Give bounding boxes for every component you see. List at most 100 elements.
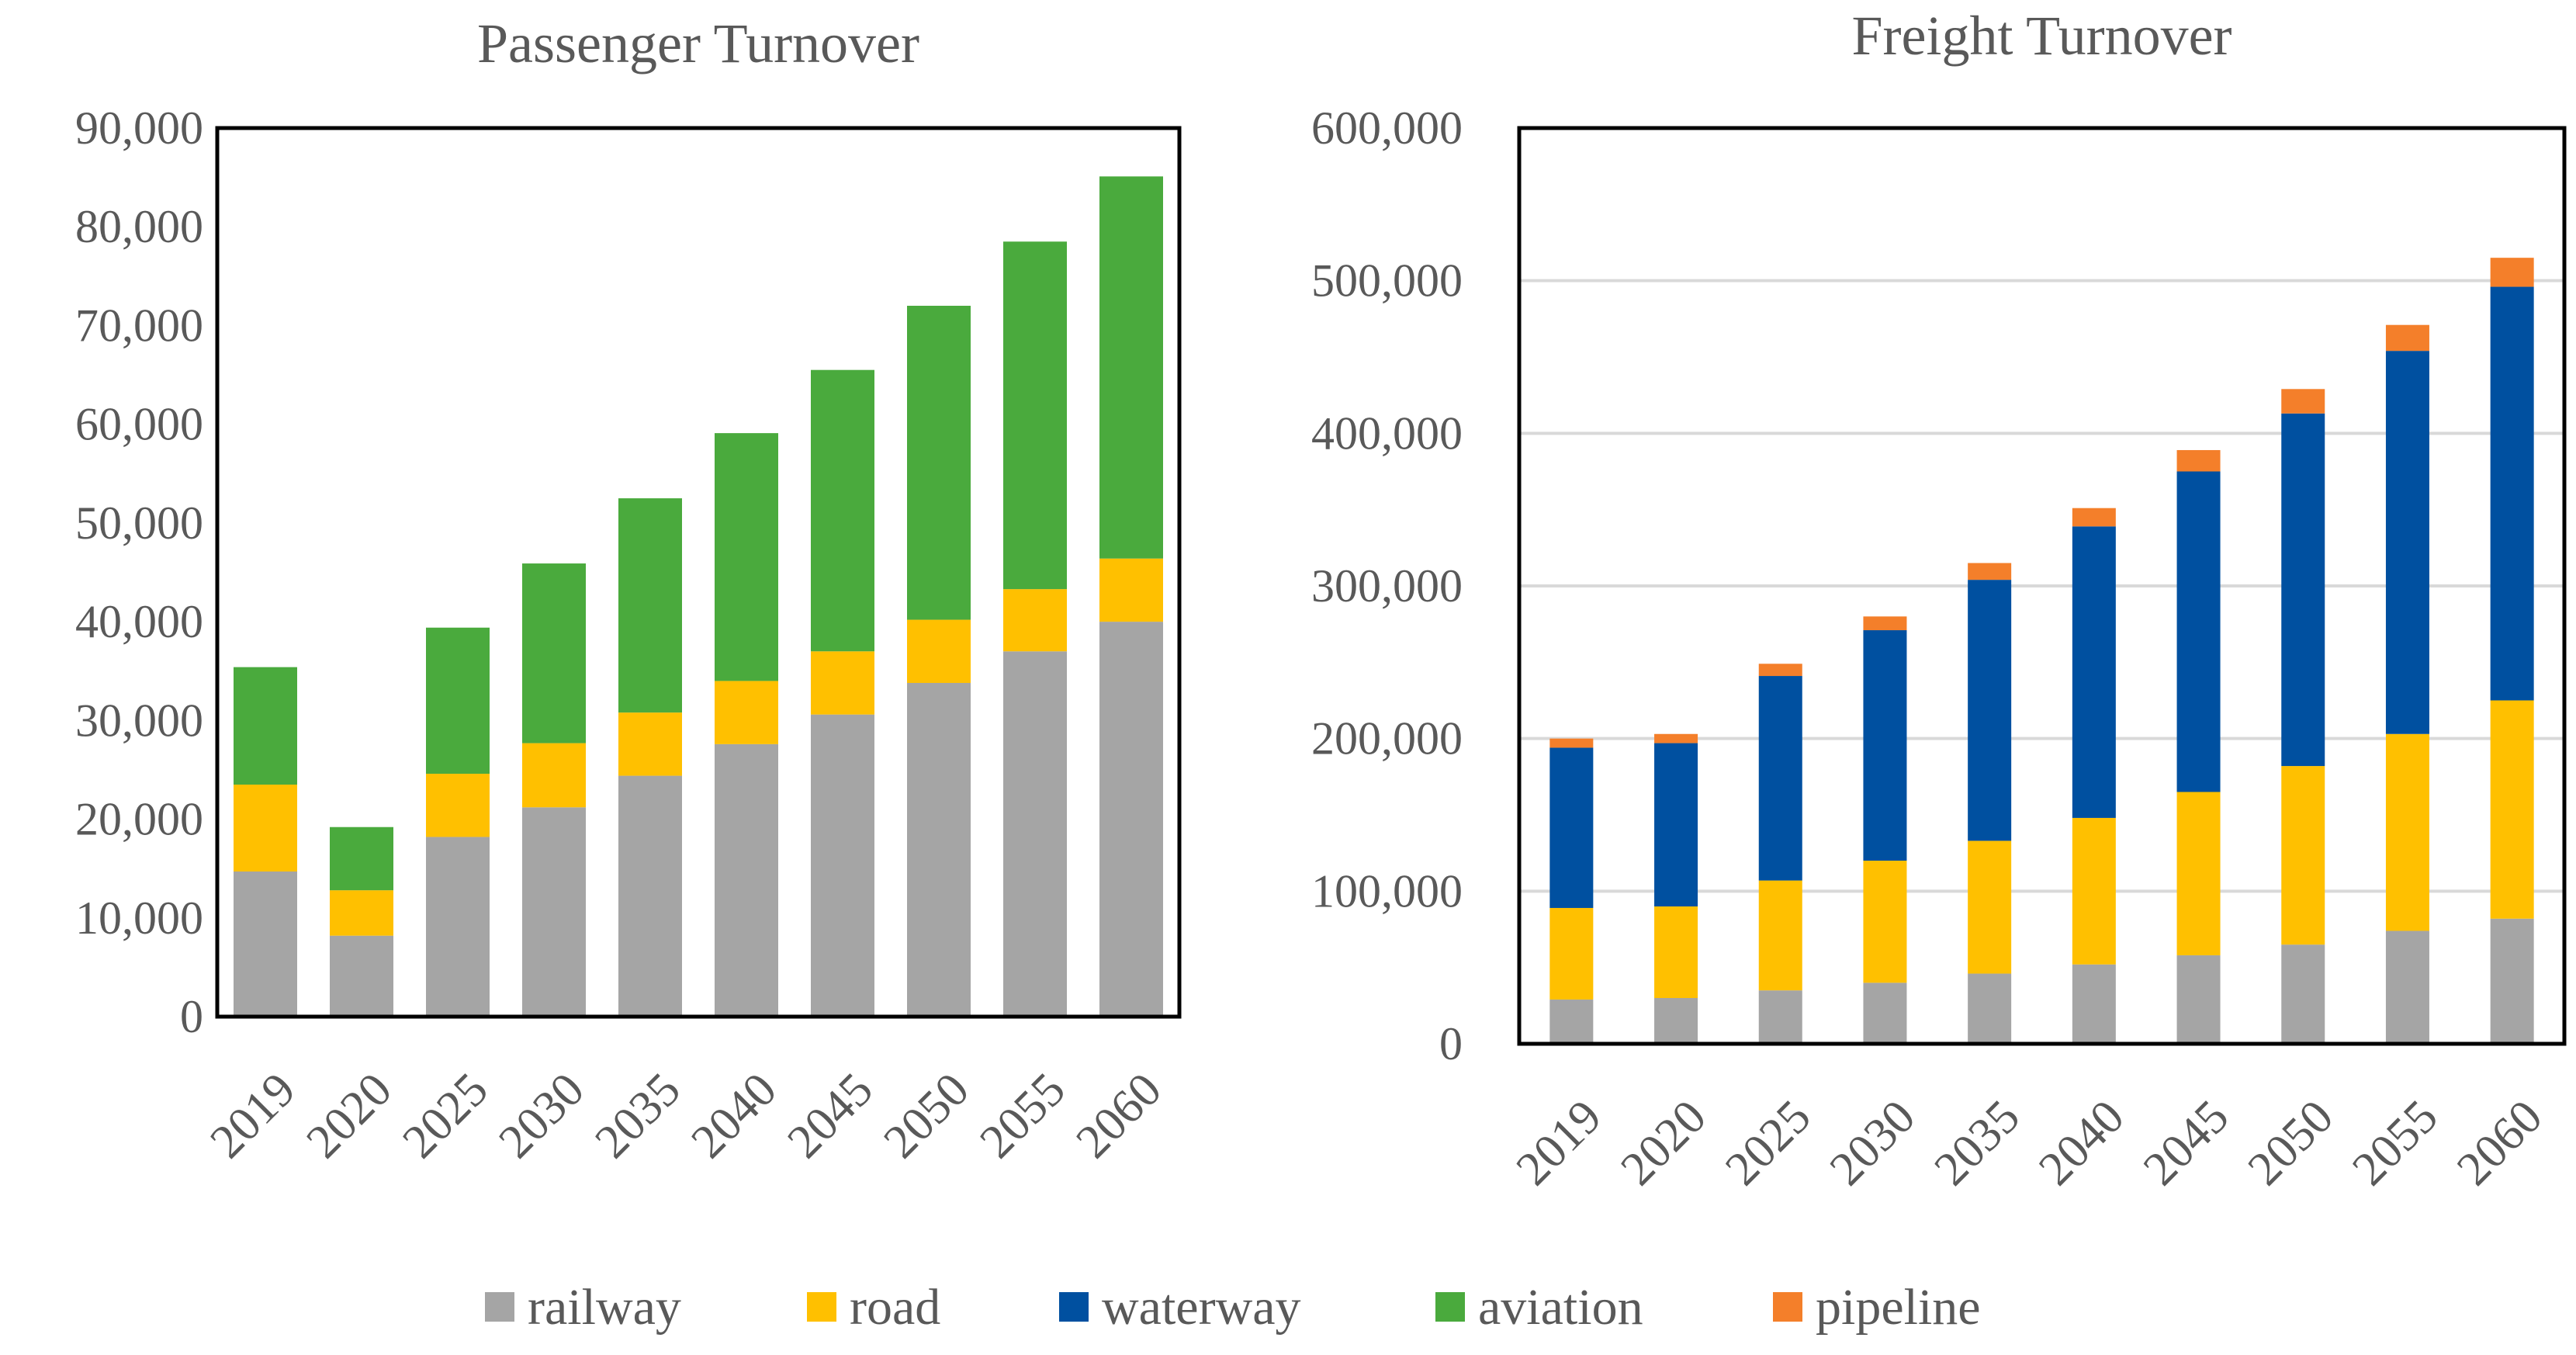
bar-railway-2055	[2385, 930, 2429, 1044]
bar-railway-2060	[1099, 622, 1163, 1017]
bar-railway-2025	[1758, 990, 1802, 1044]
legend-label-railway: railway	[528, 1279, 681, 1336]
legend: railway road waterway aviation pipeline	[485, 1279, 1981, 1336]
y-tick-label: 40,000	[75, 596, 203, 647]
bar-road-2045	[811, 651, 874, 715]
bar-aviation-2020	[330, 827, 393, 891]
legend-label-pipeline: pipeline	[1816, 1279, 1981, 1336]
x-tick-label: 2030	[489, 1063, 594, 1169]
bar-railway-2050	[907, 682, 971, 1017]
x-tick-label: 2045	[2134, 1090, 2239, 1196]
bar-railway-2035	[1968, 973, 2012, 1044]
y-tick-label: 90,000	[75, 102, 203, 154]
bar-waterway-2020	[1654, 743, 1698, 906]
x-tick-label: 2019	[200, 1063, 306, 1169]
bar-railway-2040	[2072, 964, 2116, 1044]
plot-area-border	[1517, 126, 2567, 1046]
bar-road-2035	[1968, 840, 2012, 974]
y-tick-label: 50,000	[75, 497, 203, 549]
bar-road-2019	[234, 785, 297, 872]
bar-aviation-2019	[234, 667, 297, 785]
bar-pipeline-2035	[1968, 563, 2012, 580]
legend-swatch-aviation	[1435, 1292, 1465, 1322]
x-tick-label: 2050	[874, 1063, 979, 1169]
bar-railway-2019	[1549, 999, 1594, 1044]
bar-waterway-2035	[1968, 580, 2012, 841]
plot-area-border	[215, 126, 1182, 1019]
y-tick-label: 70,000	[75, 300, 203, 351]
bar-road-2020	[330, 890, 393, 936]
bar-waterway-2040	[2072, 526, 2116, 818]
bar-railway-2030	[522, 807, 586, 1017]
y-tick-label: 10,000	[75, 892, 203, 944]
bar-pipeline-2019	[1549, 738, 1594, 748]
bar-pipeline-2030	[1863, 616, 1907, 631]
bar-road-2035	[618, 712, 682, 776]
bar-waterway-2055	[2385, 351, 2429, 734]
bar-road-2020	[1654, 906, 1698, 998]
bar-pipeline-2040	[2072, 508, 2116, 527]
bar-pipeline-2050	[2281, 389, 2325, 414]
freight-turnover-chart: Freight Turnover 0 100,000 200,000 300,000 40…	[1311, 5, 2567, 1196]
bar-road-2025	[1758, 880, 1802, 991]
bar-road-2040	[715, 681, 778, 744]
y-tick-label: 60,000	[75, 399, 203, 450]
x-tick-label: 2040	[681, 1063, 787, 1169]
y-tick-label: 400,000	[1311, 407, 1463, 459]
bar-road-2025	[426, 774, 490, 837]
passenger-turnover-chart: Passenger Turnover 0 10,000 20,000 30,000 40,…	[75, 12, 1182, 1169]
x-tick-label: 2020	[296, 1063, 402, 1169]
x-tick-label: 2025	[393, 1063, 498, 1169]
bar-waterway-2025	[1758, 676, 1802, 881]
bar-road-2030	[522, 743, 586, 808]
bar-road-2055	[1003, 589, 1067, 652]
legend-label-aviation: aviation	[1478, 1279, 1643, 1336]
bar-aviation-2055	[1003, 241, 1067, 590]
bar-road-2045	[2176, 792, 2221, 955]
x-tick-label: 2020	[1611, 1090, 1716, 1196]
bar-road-2060	[1099, 558, 1163, 622]
y-tick-label: 20,000	[75, 794, 203, 845]
y-tick-label: 0	[1439, 1018, 1463, 1069]
bar-railway-2060	[2490, 918, 2534, 1044]
bar-railway-2025	[426, 837, 490, 1017]
x-tick-label: 2060	[1066, 1063, 1172, 1169]
y-tick-label: 600,000	[1311, 102, 1463, 154]
bar-aviation-2030	[522, 563, 586, 743]
x-tick-label: 2030	[1820, 1090, 1926, 1196]
legend-swatch-road	[807, 1292, 836, 1322]
bar-railway-2020	[1654, 998, 1698, 1044]
bar-road-2060	[2490, 700, 2534, 919]
bar-aviation-2040	[715, 433, 778, 681]
y-tick-label: 80,000	[75, 201, 203, 252]
bar-railway-2050	[2281, 944, 2325, 1044]
legend-label-waterway: waterway	[1102, 1279, 1301, 1336]
bar-waterway-2030	[1863, 630, 1907, 861]
bar-waterway-2060	[2490, 286, 2534, 701]
x-tick-label: 2019	[1506, 1090, 1612, 1196]
bar-road-2055	[2385, 733, 2429, 931]
bar-aviation-2035	[618, 498, 682, 713]
bar-railway-2045	[811, 714, 874, 1017]
y-tick-label: 100,000	[1311, 865, 1463, 917]
bar-road-2040	[2072, 817, 2116, 965]
y-tick-label: 300,000	[1311, 560, 1463, 612]
bar-waterway-2045	[2176, 471, 2221, 792]
chart-title: Passenger Turnover	[477, 12, 919, 75]
legend-swatch-railway	[485, 1292, 514, 1322]
bar-aviation-2025	[426, 627, 490, 775]
bar-aviation-2050	[907, 306, 971, 620]
bar-aviation-2060	[1099, 176, 1163, 559]
bar-road-2030	[1863, 861, 1907, 983]
bar-pipeline-2060	[2490, 258, 2534, 287]
bar-road-2019	[1549, 907, 1594, 1000]
x-tick-label: 2040	[2029, 1090, 2135, 1196]
x-tick-label: 2055	[2342, 1090, 2448, 1196]
y-tick-label: 200,000	[1311, 713, 1463, 764]
y-tick-label: 500,000	[1311, 255, 1463, 307]
chart-title: Freight Turnover	[1851, 5, 2231, 67]
legend-label-road: road	[850, 1279, 940, 1336]
x-tick-label: 2060	[2447, 1090, 2553, 1196]
bar-railway-2030	[1863, 982, 1907, 1044]
